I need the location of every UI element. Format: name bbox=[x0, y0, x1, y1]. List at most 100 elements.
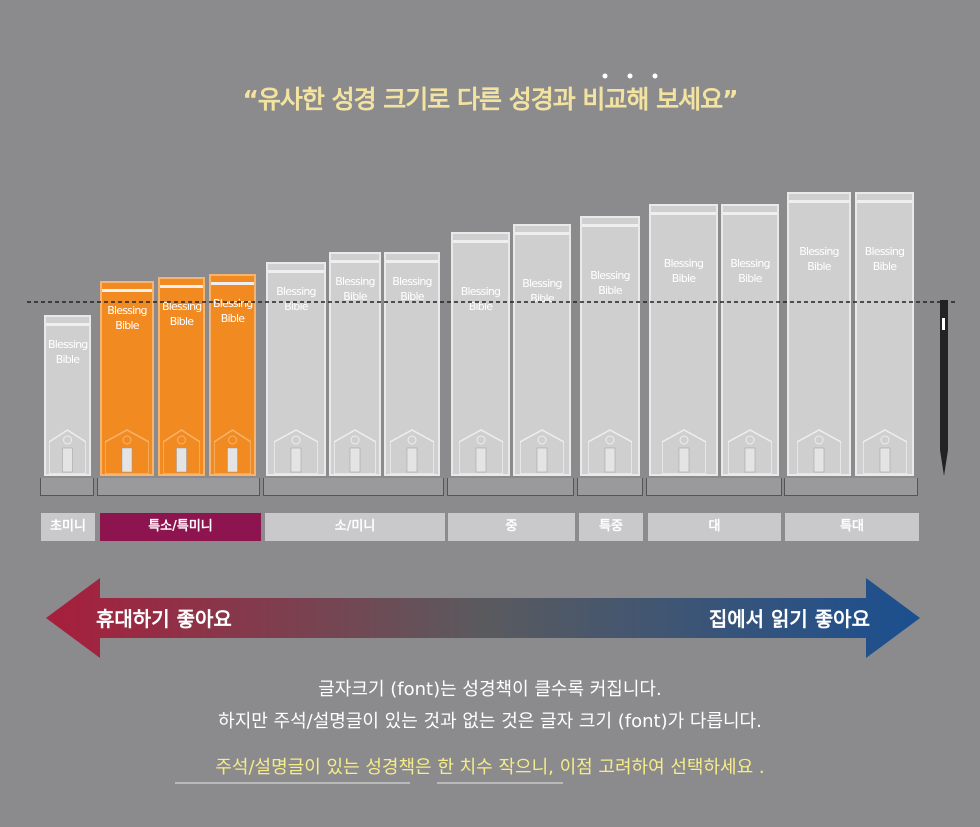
bracket bbox=[447, 478, 574, 496]
pen bbox=[940, 300, 948, 450]
size-label: 특대 bbox=[785, 513, 919, 541]
book-band bbox=[331, 260, 379, 263]
tab-hole bbox=[291, 435, 301, 445]
notes: 글자크기 (font)는 성경책이 클수록 커집니다. 하지만 주석/설명글이 … bbox=[0, 674, 980, 738]
size-label: 특중 bbox=[579, 513, 643, 541]
book-tab bbox=[163, 429, 200, 474]
book-tab bbox=[862, 429, 907, 474]
book: Blessing Bible bbox=[855, 192, 914, 476]
note: 글자크기 (font)는 성경책이 클수록 커집니다. bbox=[318, 679, 662, 700]
book-tab bbox=[334, 429, 376, 474]
tab-shape bbox=[390, 429, 434, 474]
book-label: Blessing Bible bbox=[590, 269, 630, 297]
book-tab bbox=[588, 429, 632, 474]
tab-hole bbox=[228, 435, 237, 445]
pen-tip bbox=[940, 450, 948, 476]
bracket bbox=[784, 478, 918, 496]
book-label: Blessing Bible bbox=[460, 285, 501, 313]
tab-index bbox=[813, 447, 825, 473]
book-tab bbox=[390, 429, 434, 474]
tab-index bbox=[406, 447, 418, 473]
tab-shape bbox=[458, 429, 503, 474]
tab-index bbox=[121, 447, 133, 473]
book: Blessing Bible bbox=[384, 252, 440, 476]
tab-shape bbox=[661, 429, 706, 474]
book: Blessing Bible bbox=[649, 204, 718, 476]
tab-shape bbox=[214, 429, 251, 474]
tab-shape bbox=[728, 429, 772, 474]
book-band bbox=[211, 282, 254, 285]
book-label: Blessing Bible bbox=[48, 338, 88, 366]
book-label: Blessing Bible bbox=[162, 300, 202, 328]
book-band bbox=[102, 289, 152, 292]
book: Blessing Bible bbox=[580, 216, 640, 476]
size-label: 대 bbox=[648, 513, 781, 541]
tab-hole bbox=[814, 435, 824, 445]
tab-hole bbox=[745, 435, 755, 445]
book-label: Blessing Bible bbox=[276, 285, 316, 313]
bracket bbox=[263, 478, 444, 496]
tab-index bbox=[176, 447, 187, 473]
book: Blessing Bible bbox=[209, 274, 256, 476]
title: “유사한 성경 크기로 다른 성경과 비교해 보세요” bbox=[242, 85, 738, 114]
book: Blessing Bible bbox=[329, 252, 381, 476]
book-band bbox=[723, 212, 777, 215]
book: Blessing Bible bbox=[513, 224, 571, 476]
book-band bbox=[268, 270, 324, 273]
pen-clip bbox=[942, 318, 945, 330]
tab-index bbox=[475, 447, 486, 473]
book: Blessing Bible bbox=[266, 262, 326, 476]
book: Blessing Bible bbox=[100, 281, 154, 476]
book-tab bbox=[661, 429, 706, 474]
book-tab bbox=[105, 429, 149, 474]
book-label: Blessing Bible bbox=[107, 304, 147, 332]
arrow-left-label: 휴대하기 좋아요 bbox=[96, 607, 232, 631]
book-band bbox=[789, 200, 849, 203]
tab-shape bbox=[163, 429, 200, 474]
arrow bbox=[46, 578, 920, 658]
tab-index bbox=[879, 447, 890, 473]
book: Blessing Bible bbox=[451, 232, 510, 476]
tab-hole bbox=[476, 435, 485, 445]
note: 하지만 주석/설명글이 있는 것과 없는 것은 글자 크기 (font)가 다릅… bbox=[218, 711, 762, 732]
tab-hole bbox=[177, 435, 186, 445]
book-band bbox=[582, 224, 638, 227]
book-band bbox=[515, 232, 569, 235]
dot bbox=[627, 73, 633, 79]
tab-index bbox=[604, 447, 616, 473]
dot bbox=[602, 73, 608, 79]
bracket bbox=[577, 478, 643, 496]
book-tab bbox=[214, 429, 251, 474]
bracket bbox=[40, 478, 94, 496]
tab-index bbox=[62, 447, 73, 473]
book-label: Blessing Bible bbox=[799, 245, 839, 273]
book-label: Blessing Bible bbox=[730, 257, 770, 285]
arrow-right-label: 집에서 읽기 좋아요 bbox=[708, 607, 870, 631]
tab-shape bbox=[274, 429, 318, 474]
book-tab bbox=[274, 429, 318, 474]
tab-index bbox=[536, 447, 548, 473]
tab-shape bbox=[334, 429, 376, 474]
book-band bbox=[651, 212, 716, 215]
tab-hole bbox=[63, 435, 72, 445]
size-label: 초미니 bbox=[41, 513, 95, 541]
book: Blessing Bible bbox=[158, 277, 205, 476]
tab-hole bbox=[679, 435, 688, 445]
tab-index bbox=[227, 447, 238, 473]
tab-hole bbox=[407, 435, 417, 445]
tab-shape bbox=[105, 429, 149, 474]
book-label: Blessing Bible bbox=[335, 275, 375, 303]
bracket bbox=[97, 478, 260, 496]
book-band bbox=[857, 200, 912, 203]
size-label: 중 bbox=[448, 513, 575, 541]
tab-shape bbox=[49, 429, 86, 474]
book-band bbox=[386, 260, 438, 263]
book-tab bbox=[797, 429, 841, 474]
book-label: Blessing Bible bbox=[392, 275, 432, 303]
dot bbox=[652, 73, 658, 79]
tab-index bbox=[678, 447, 689, 473]
book: Blessing Bible bbox=[44, 315, 91, 476]
book-band bbox=[160, 285, 203, 288]
